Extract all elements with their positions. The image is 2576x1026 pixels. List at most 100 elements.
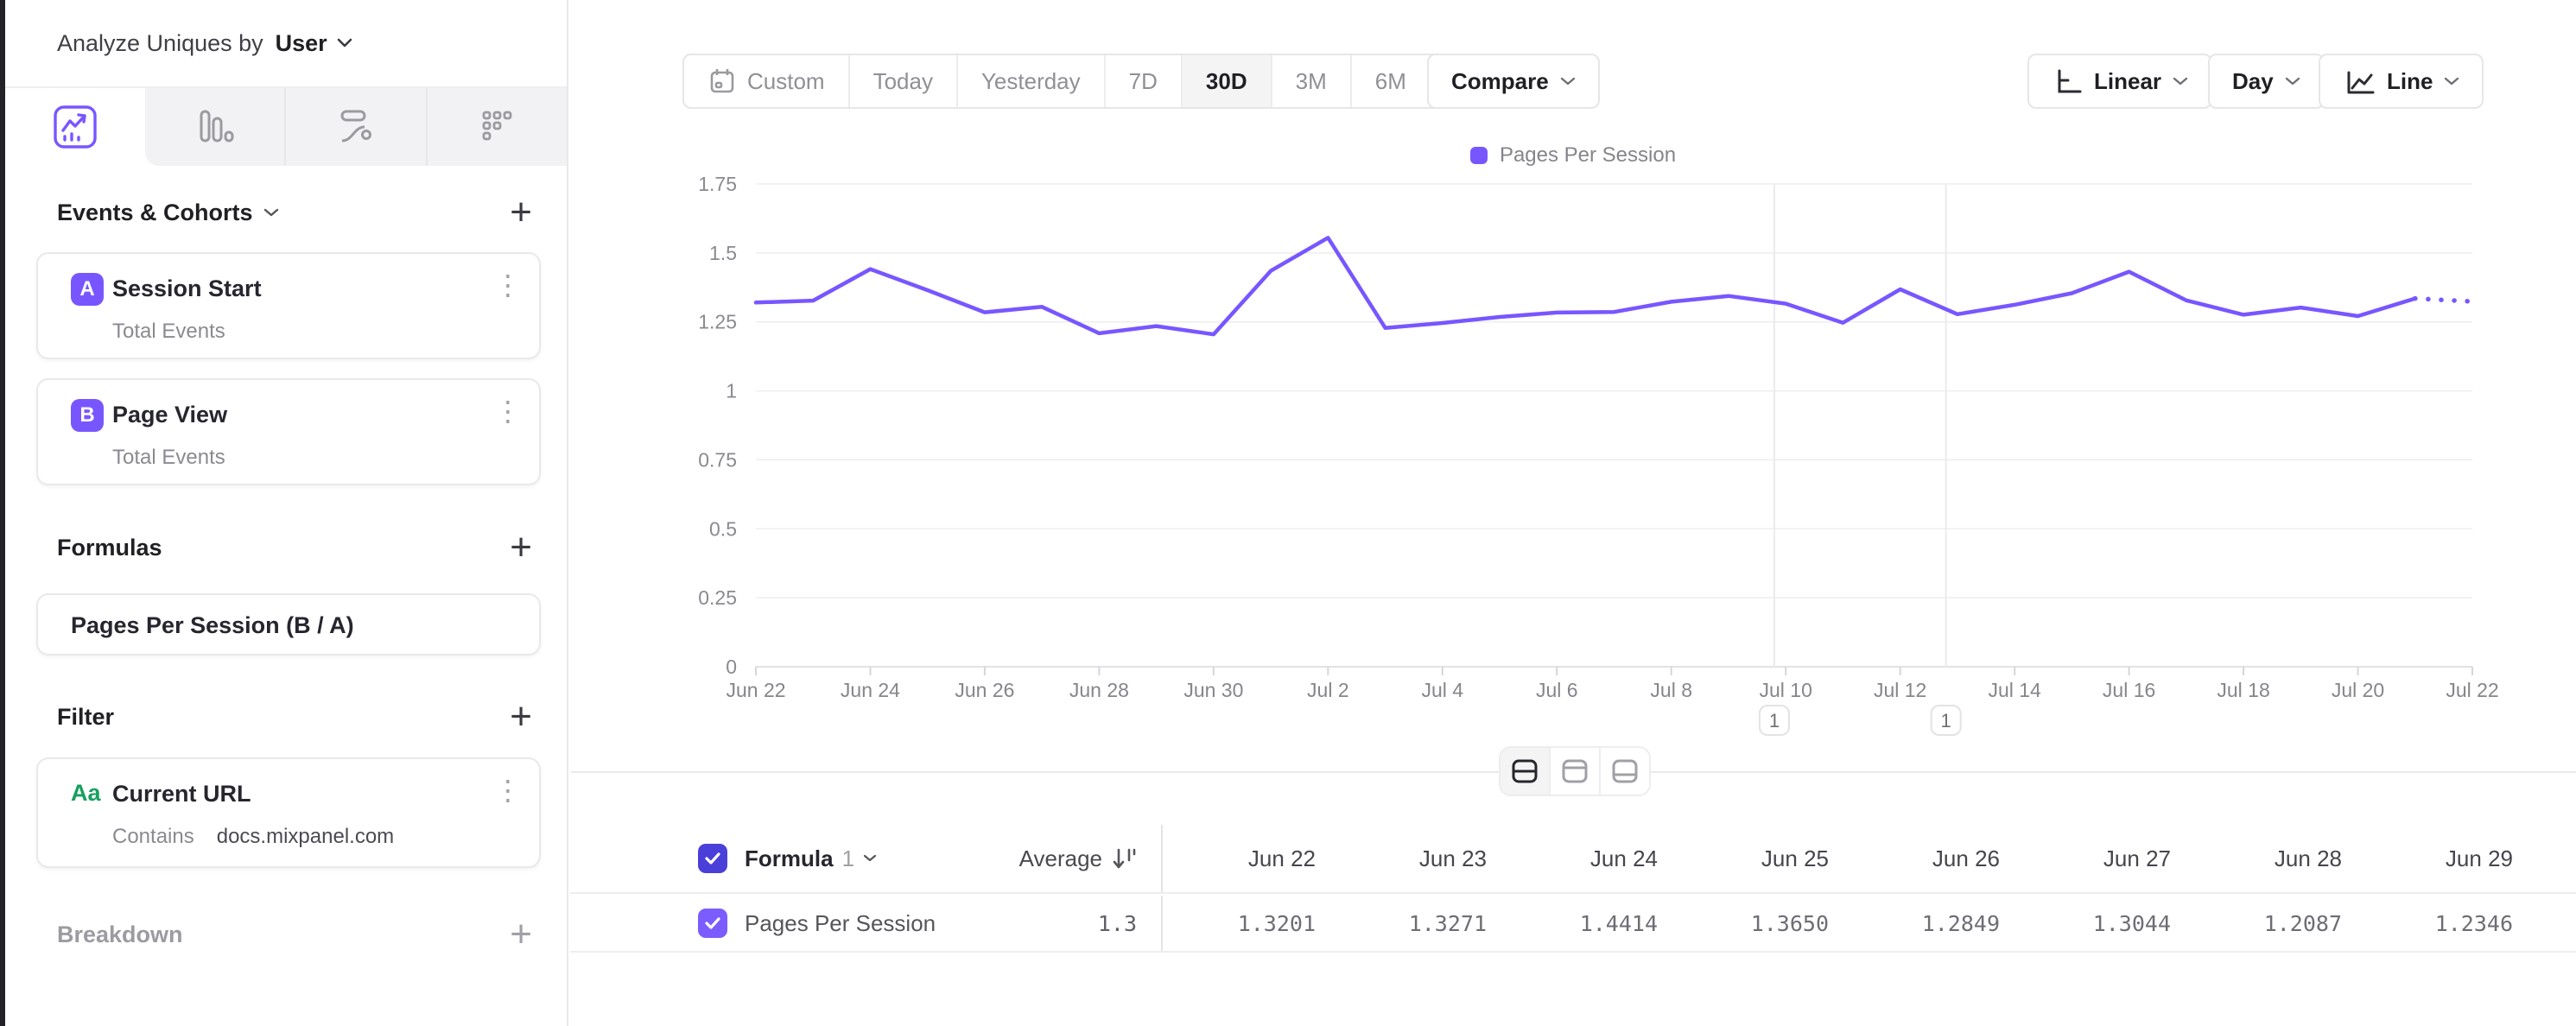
range-6m[interactable]: 6M <box>1349 55 1430 107</box>
series-checkbox[interactable] <box>698 909 727 938</box>
select-all-checkbox[interactable] <box>698 844 727 873</box>
layout-table-only-button[interactable] <box>1599 748 1649 795</box>
filter-section-header: Filter + <box>57 696 532 738</box>
table-row-left: Pages Per Session 1.3 <box>570 896 1163 951</box>
layout-split-button[interactable] <box>1501 748 1549 795</box>
range-label: 7D <box>1128 67 1158 94</box>
table-cell[interactable]: 1.4414 <box>1579 910 1658 936</box>
svg-text:0: 0 <box>726 656 737 678</box>
chevron-down-icon <box>337 38 352 48</box>
column-header[interactable]: Jun 29 <box>2445 845 2513 871</box>
tab-retention[interactable] <box>425 88 567 166</box>
analyze-by-dropdown[interactable]: User <box>276 30 353 57</box>
range-label: Today <box>872 67 933 94</box>
linear-scale-icon <box>2058 69 2082 93</box>
table-cell[interactable]: 1.3201 <box>1237 910 1316 936</box>
table-header-left: Formula 1 Average <box>570 825 1163 892</box>
analyze-label: Analyze Uniques by <box>57 29 263 56</box>
column-header[interactable]: Jun 26 <box>1932 845 2000 871</box>
column-header[interactable]: Jun 23 <box>1418 845 1487 871</box>
table-cell[interactable]: 1.2346 <box>2434 910 2513 936</box>
event-menu-button[interactable]: ⋮ <box>494 269 522 301</box>
event-badge-b: B <box>71 399 104 432</box>
add-filter-button[interactable]: + <box>510 695 532 738</box>
formula-group-label: Formula <box>745 845 834 871</box>
chevron-down-icon <box>2445 77 2459 85</box>
funnels-icon <box>200 110 234 142</box>
event-measure[interactable]: Total Events <box>112 320 225 343</box>
svg-text:Jun 24: Jun 24 <box>841 679 900 701</box>
query-builder-sidebar: Analyze Uniques by User Events & Cohorts <box>5 0 568 1026</box>
analyze-by-value: User <box>275 29 327 56</box>
series-name[interactable]: Pages Per Session <box>745 909 936 936</box>
range-custom[interactable]: Custom <box>684 55 848 107</box>
column-header[interactable]: Jun 24 <box>1589 845 1658 871</box>
layout-chart-only-button[interactable] <box>1549 748 1599 795</box>
table-cell[interactable]: 1.3271 <box>1408 910 1487 936</box>
add-event-button[interactable]: + <box>510 191 532 233</box>
column-header[interactable]: Jun 27 <box>2103 845 2171 871</box>
svg-text:1.5: 1.5 <box>709 242 737 264</box>
event-card-session-start[interactable]: A Session Start ⋮ Total Events <box>36 252 541 359</box>
formula-group-dropdown[interactable]: Formula 1 <box>745 846 877 872</box>
interval-dropdown[interactable]: Day <box>2208 54 2325 109</box>
add-breakdown-button[interactable]: + <box>510 913 532 955</box>
svg-text:Jul 18: Jul 18 <box>2217 679 2269 701</box>
tab-flows[interactable] <box>284 88 426 166</box>
scale-label: Linear <box>2094 67 2162 94</box>
svg-text:Jul 12: Jul 12 <box>1874 679 1926 701</box>
range-today[interactable]: Today <box>847 55 956 107</box>
formula-name[interactable]: Pages Per Session (B / A) <box>71 612 354 638</box>
filter-operator[interactable]: Contains <box>112 825 194 848</box>
table-cell[interactable]: 1.2087 <box>2263 910 2342 936</box>
filter-value[interactable]: docs.mixpanel.com <box>216 825 395 848</box>
event-measure[interactable]: Total Events <box>112 446 225 469</box>
chart-type-dropdown[interactable]: Line <box>2319 54 2484 109</box>
add-formula-button[interactable]: + <box>510 526 532 568</box>
filter-card-current-url[interactable]: Aa Current URL ⋮ Contains docs.mixpanel.c… <box>36 757 541 868</box>
event-name[interactable]: Session Start <box>112 276 262 301</box>
range-3m[interactable]: 3M <box>1270 55 1350 107</box>
event-menu-button[interactable]: ⋮ <box>494 395 522 428</box>
svg-text:Jul 20: Jul 20 <box>2332 679 2384 701</box>
event-card-page-view[interactable]: B Page View ⋮ Total Events <box>36 378 541 485</box>
filter-header-label: Filter <box>57 703 115 730</box>
table-cell[interactable]: 1.3650 <box>1750 910 1829 936</box>
table-cell[interactable]: 1.2849 <box>1921 910 2000 936</box>
filter-property-name[interactable]: Current URL <box>112 781 251 807</box>
line-chart[interactable]: 0 0.25 0.5 0.75 1 1.25 1.5 1.75 Jun 22 Jun 24 Jun … <box>570 168 2576 756</box>
interval-label: Day <box>2232 67 2274 94</box>
svg-text:Jul 8: Jul 8 <box>1650 679 1692 701</box>
filter-condition[interactable]: Contains docs.mixpanel.com <box>112 825 394 849</box>
range-yesterday[interactable]: Yesterday <box>955 55 1104 107</box>
scale-dropdown[interactable]: Linear <box>2027 54 2213 109</box>
table-row: Pages Per Session 1.3 1.3201 1.3271 1.44… <box>570 896 2576 953</box>
chevron-down-icon[interactable] <box>263 208 279 218</box>
average-label: Average <box>1018 845 1102 871</box>
annotation-badge[interactable] <box>1758 705 1790 736</box>
range-30d[interactable]: 30D <box>1180 55 1271 107</box>
events-header-label: Events & Cohorts <box>57 199 253 225</box>
table-cell[interactable]: 1.3044 <box>2092 910 2171 936</box>
range-7d[interactable]: 7D <box>1103 55 1181 107</box>
average-column-header[interactable]: Average <box>1019 846 1137 872</box>
formula-card[interactable]: Pages Per Session (B / A) <box>36 593 541 656</box>
tab-insights[interactable] <box>5 88 145 166</box>
chart-legend: Pages Per Session <box>570 140 2576 171</box>
tab-funnels[interactable] <box>144 88 284 166</box>
event-name[interactable]: Page View <box>112 402 228 428</box>
table-only-view-icon <box>1612 759 1638 783</box>
calendar-icon <box>710 69 734 93</box>
svg-text:Jul 22: Jul 22 <box>2446 679 2498 701</box>
compare-button[interactable]: Compare <box>1427 54 1600 109</box>
annotation-badge[interactable] <box>1930 705 1962 736</box>
svg-text:Jul 6: Jul 6 <box>1536 679 1578 701</box>
column-header[interactable]: Jun 22 <box>1247 845 1316 871</box>
event-badge-a: A <box>71 273 104 306</box>
chevron-down-icon <box>2285 77 2300 85</box>
column-header[interactable]: Jun 25 <box>1761 845 1829 871</box>
column-header[interactable]: Jun 28 <box>2274 845 2342 871</box>
date-range-picker: Custom Today Yesterday 7D 30D 3M 6M 12M <box>682 54 1524 109</box>
filter-menu-button[interactable]: ⋮ <box>494 774 522 807</box>
